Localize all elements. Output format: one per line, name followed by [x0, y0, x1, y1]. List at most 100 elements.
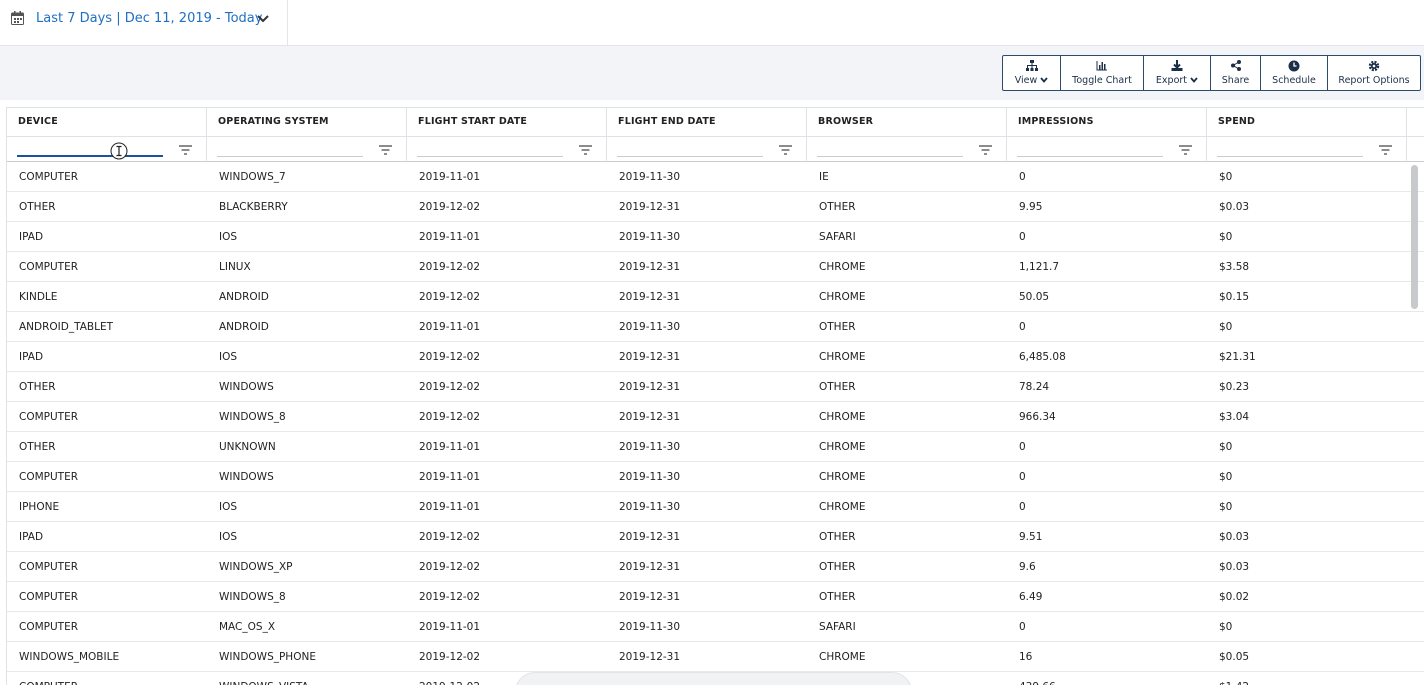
filter-input[interactable] — [617, 156, 763, 157]
table-cell: $0.03 — [1219, 531, 1250, 543]
table-row: IPHONE IOS 2019-11-01 2019-11-30 CHROME 0 $0 — [7, 492, 1424, 522]
filter-cell — [807, 137, 1007, 162]
report-options-button[interactable]: Report Options — [1328, 56, 1420, 90]
table-cell: 966.34 — [1019, 411, 1056, 423]
column-header[interactable]: DEVICE — [7, 108, 207, 137]
table-cell: 2019-12-02 — [419, 651, 481, 663]
export-row: Export — [1156, 75, 1198, 86]
filter-input[interactable] — [1017, 156, 1163, 157]
filter-cell — [607, 137, 807, 162]
toolbar: View Toggle Chart Export Share Schedule … — [1002, 55, 1421, 91]
view-button[interactable]: View — [1003, 56, 1061, 90]
table-cell: OTHER — [19, 441, 56, 453]
table-cell: 2019-12-31 — [619, 531, 681, 543]
table-cell: 2019-12-31 — [619, 261, 681, 273]
filter-icon[interactable] — [1179, 145, 1192, 155]
table-cell: 6.49 — [1019, 591, 1043, 603]
filter-input[interactable] — [417, 156, 563, 157]
table-cell: IOS — [219, 231, 238, 243]
table-cell: 16 — [1019, 651, 1033, 663]
data-table: DEVICE OPERATING SYSTEM FLIGHT START DATE F… — [6, 107, 1424, 685]
export-button[interactable]: Export — [1144, 56, 1211, 90]
table-row: ANDROID_TABLET ANDROID 2019-11-01 2019-11-3… — [7, 312, 1424, 342]
column-header[interactable]: IMPRESSIONS — [1007, 108, 1207, 137]
table-cell: 2019-12-31 — [619, 561, 681, 573]
column-header[interactable]: FLIGHT END DATE — [607, 108, 807, 137]
table-cell: 439.66 — [1007, 672, 1056, 685]
table-cell: OTHER — [819, 321, 856, 333]
column-header[interactable]: OPERATING SYSTEM — [207, 108, 407, 137]
filter-input[interactable] — [817, 156, 963, 157]
share-button[interactable]: Share — [1211, 56, 1261, 90]
chevron-down — [1040, 77, 1048, 83]
table-cell: 9.6 — [1019, 561, 1036, 573]
table-cell: 0 — [1019, 471, 1026, 483]
date-range[interactable]: Last 7 Days | Dec 11, 2019 - Today — [36, 11, 263, 26]
table-cell: $0 — [1219, 621, 1233, 633]
table-cell: COMPUTER — [19, 561, 79, 573]
table-cell: 0 — [1019, 231, 1026, 243]
table-cell: 2019-12-31 — [619, 351, 681, 363]
table-cell: 2019-12-31 — [619, 201, 681, 213]
table-row: OTHER UNKNOWN 2019-11-01 2019-11-30 CHROME 0 $… — [7, 432, 1424, 462]
table-cell: SAFARI — [819, 621, 856, 633]
filter-icon[interactable] — [179, 145, 192, 155]
filter-cell — [1007, 137, 1207, 162]
divider — [287, 0, 288, 45]
table-cell: UNKNOWN — [219, 441, 276, 453]
table-row: IPAD IOS 2019-12-02 2019-12-31 CHROME 6,485.0… — [7, 342, 1424, 372]
filter-cell — [407, 137, 607, 162]
table-cell: WINDOWS_PHONE — [219, 651, 316, 663]
table-cell: 2019-12-02 — [407, 672, 480, 685]
filter-cell — [1207, 137, 1407, 162]
table-row: COMPUTER WINDOWS_7 2019-11-01 2019-11-30 IE 0… — [7, 162, 1424, 192]
table-cell: SAFARI — [819, 231, 856, 243]
column-header[interactable]: BROWSER — [807, 108, 1007, 137]
table-cell: 2019-12-02 — [419, 591, 481, 603]
button-label: View — [1014, 75, 1038, 86]
filter-icon[interactable] — [779, 145, 792, 155]
table-cell: 9.95 — [1019, 201, 1043, 213]
filter-input[interactable] — [17, 155, 163, 157]
table-cell: 2019-12-02 — [419, 531, 481, 543]
filter-icon[interactable] — [379, 145, 392, 155]
filter-icon[interactable] — [979, 145, 992, 155]
table-cell: 2019-11-01 — [419, 171, 481, 183]
filter-input[interactable] — [217, 156, 363, 157]
table-cell: $0 — [1219, 321, 1233, 333]
table-cell: OTHER — [819, 561, 856, 573]
schedule-button[interactable]: Schedule — [1261, 56, 1328, 90]
table-cell: CHROME — [819, 471, 866, 483]
table-cell: $0.02 — [1219, 591, 1250, 603]
table-cell: CHROME — [819, 651, 866, 663]
table-cell: 2019-12-31 — [619, 291, 681, 303]
toggle-chart-button[interactable]: Toggle Chart — [1061, 56, 1144, 90]
table-cell: IOS — [219, 351, 238, 363]
button-label: Toggle Chart — [1072, 75, 1132, 86]
table-row: KINDLE ANDROID 2019-12-02 2019-12-31 CHROME 5… — [7, 282, 1424, 312]
calendar-icon — [11, 11, 24, 25]
table-cell: 2019-12-02 — [419, 291, 481, 303]
filter-input[interactable] — [1217, 156, 1363, 157]
filter-icon[interactable] — [1379, 145, 1392, 155]
button-label: Share — [1221, 75, 1250, 86]
column-header[interactable]: FLIGHT START DATE — [407, 108, 607, 137]
scrollbar[interactable] — [1411, 165, 1418, 309]
table-cell: WINDOWS — [219, 381, 274, 393]
table-cell: OTHER — [19, 201, 56, 213]
table-cell: 2019-12-02 — [419, 201, 481, 213]
table-cell: 2019-12-31 — [619, 411, 681, 423]
table-cell: $0 — [1219, 501, 1233, 513]
table-cell: OTHER — [19, 381, 56, 393]
column-header[interactable]: SPEND — [1207, 108, 1407, 137]
table-cell: $0.03 — [1219, 561, 1250, 573]
view-row: View — [1015, 75, 1049, 86]
table-cell: $0.03 — [1219, 201, 1250, 213]
table-cell: IPAD — [19, 351, 44, 363]
table-row: COMPUTER LINUX 2019-12-02 2019-12-31 CHROME 1… — [7, 252, 1424, 282]
table-cell: 2019-12-02 — [419, 261, 481, 273]
cursor — [110, 142, 128, 160]
filter-icon[interactable] — [579, 145, 592, 155]
table-cell: ANDROID — [219, 291, 269, 303]
button-label: Schedule — [1272, 75, 1316, 86]
